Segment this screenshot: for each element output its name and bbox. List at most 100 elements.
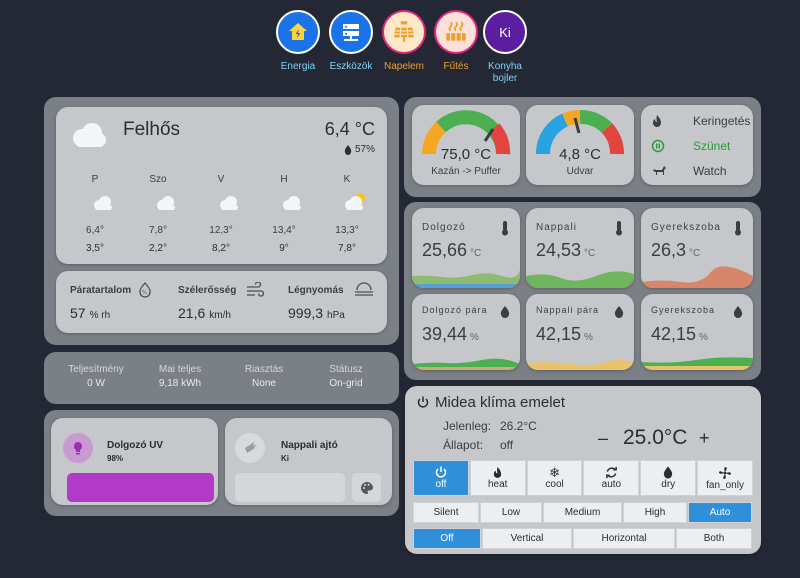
gauge-label: Udvar [566,166,594,177]
humidity-value: 57% [354,144,375,155]
weather-stats-card[interactable]: Páratartalom % 57% rh Szélerősség 21,6 km… [56,271,387,333]
forecast-high: 13,4° [272,225,296,236]
nav-napelem[interactable]: Napelem [374,10,434,73]
solar-today: Mai teljes 9,18 kWh [158,364,202,389]
server-icon [329,10,373,54]
door-slider[interactable] [235,473,345,502]
forecast-high: 7,8° [149,225,167,236]
nav-eszkozok[interactable]: Eszközök [321,10,381,73]
sensor-value: 42,15% [651,324,708,344]
mode-heat-button[interactable]: heat [469,460,526,496]
nav-label: Napelem [383,61,425,72]
swing-horizontal-button[interactable]: Horizontal [573,528,675,549]
gauge-card-boiler[interactable]: 75,0 °C Kazán -> Puffer [412,105,520,185]
cloudy-icon [73,123,106,147]
nav-label: Fűtés [443,61,469,72]
fan-medium-button[interactable]: Medium [543,502,622,523]
heating-section: 75,0 °C Kazán -> Puffer 4,8 °C Udvar Ker… [404,97,761,197]
sensor-sparkline [412,358,520,370]
gauge-card-yard[interactable]: 4,8 °C Udvar [526,105,634,185]
current-temp-label: Jelenleg: [443,419,492,433]
palette-button[interactable] [352,473,381,502]
weather-condition: Felhős [123,119,181,140]
forecast-day: P [91,174,99,185]
sensor-card-gyerekszoba[interactable]: Gyerekszoba 26,3 °C [641,208,753,288]
solar-panel-icon [382,10,426,54]
current-temp-value: 26.2°C [500,419,537,433]
nav-konyha-bojler[interactable]: Ki Konyha bojler [475,10,535,85]
stat-value-wind: 21,6 km/h [178,305,231,321]
circulation-toggle[interactable]: Keringetés [651,111,750,131]
mode-off-button[interactable]: off [413,460,469,496]
swing-mode-bar: Off Vertical Horizontal Both [413,528,753,549]
swing-both-button[interactable]: Both [676,528,752,549]
forecast-low: 7,8° [338,243,356,254]
sensor-card-gyerekszoba-para[interactable]: Gyerekszoba 42,15% [641,294,753,370]
sensor-value: 24,53 °C [536,240,596,260]
state-value: off [500,438,514,452]
fan-high-button[interactable]: High [623,502,687,523]
humidity-icon: % [139,282,151,298]
forecast-high: 12,3° [209,225,233,236]
uv-brightness-slider[interactable] [67,473,214,502]
sensor-card-nappali-para[interactable]: Nappali pára 42,15% [526,294,634,370]
svg-text:%: % [142,290,147,296]
weather-card[interactable]: Felhős 6,4 °C 57% P Szo V H K 6,4° 7,8° … [56,107,387,264]
palette-icon [360,481,373,494]
nav-energia[interactable]: Energia [268,10,328,73]
sensor-value: 42,15% [536,324,593,344]
sensor-name: Dolgozó pára [422,305,488,315]
sensor-name: Gyerekszoba [651,305,716,315]
fan-mode-bar: Silent Low Medium High Auto [413,502,753,523]
sensor-name: Nappali [536,222,577,233]
uv-card[interactable]: Dolgozó UV 98% [51,418,218,505]
pressure-icon [355,282,373,296]
gauge-needle [573,117,581,134]
home-bolt-icon [276,10,320,54]
sensor-card-dolgozo-para[interactable]: Dolgozó pára 39,44% [412,294,520,370]
climate-title[interactable]: Midea klíma emelet [417,394,565,411]
gauge-needle [483,128,495,142]
watch-toggle[interactable]: Watch [651,161,745,181]
mode-cool-button[interactable]: ❄ cool [526,460,583,496]
stat-label-humidity: Páratartalom [70,285,132,296]
heating-icon [434,10,478,54]
pause-toggle[interactable]: Szünet [651,136,745,156]
door-card[interactable]: Nappali ajtó Ki [225,418,392,505]
forecast-low: 9° [279,243,289,254]
gauge-value: 4,8 °C [559,146,601,163]
fire-icon [653,115,661,127]
sensor-value: 39,44% [422,324,479,344]
solar-status: Státusz On-grid [329,364,363,389]
cloudy-icon [283,196,301,210]
sensor-sparkline [641,266,753,288]
decrease-temp-button[interactable]: – [598,428,609,448]
mode-dry-button[interactable]: dry [640,460,697,496]
uv-state: 98% [107,454,124,463]
swing-off-button[interactable]: Off [413,528,481,549]
gauge-label: Kazán -> Puffer [431,166,501,177]
increase-temp-button[interactable]: + [699,428,710,448]
sensor-card-dolgozo[interactable]: Dolgozó 25,66 °C [412,208,520,288]
snowflake-icon: ❄ [549,465,561,480]
sensor-value: 25,66 °C [422,240,482,260]
mode-fan-only-button[interactable]: fan_only [697,460,753,496]
solar-power: Teljesítmény 0 W [68,364,124,389]
pause-circle-icon [651,139,665,153]
fan-silent-button[interactable]: Silent [413,502,479,523]
wind-icon [247,282,264,297]
hvac-mode-bar: off heat ❄ cool auto dry fan_only [413,460,753,496]
forecast-low: 3,5° [86,243,104,254]
swing-vertical-button[interactable]: Vertical [482,528,572,549]
stat-value-pressure: 999,3 hPa [288,305,345,321]
sensor-name: Gyerekszoba [651,222,721,233]
sensor-card-nappali[interactable]: Nappali 24,53 °C [526,208,634,288]
mode-auto-button[interactable]: auto [583,460,640,496]
sensor-name: Nappali pára [536,305,600,315]
nav-futes[interactable]: Fűtés [426,10,486,73]
fan-auto-button[interactable]: Auto [688,502,752,523]
sensor-sparkline [641,357,753,370]
climate-card: Midea klíma emelet Jelenleg: 26.2°C Álla… [405,386,761,554]
fan-low-button[interactable]: Low [480,502,542,523]
solar-section[interactable]: Teljesítmény 0 W Mai teljes 9,18 kWh Riasz… [44,352,399,404]
